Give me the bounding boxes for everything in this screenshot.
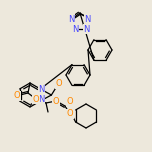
Text: O: O [14, 92, 20, 100]
Text: N: N [68, 15, 75, 24]
Text: O: O [53, 97, 59, 105]
Text: H: H [35, 97, 40, 103]
Text: N: N [84, 15, 91, 24]
Text: N: N [38, 85, 45, 95]
Text: N: N [73, 25, 79, 34]
Text: O: O [33, 95, 39, 104]
Text: N: N [38, 95, 45, 105]
Text: O: O [67, 109, 73, 119]
Text: N: N [83, 25, 90, 34]
Text: O: O [67, 97, 73, 107]
Text: O: O [55, 79, 62, 88]
